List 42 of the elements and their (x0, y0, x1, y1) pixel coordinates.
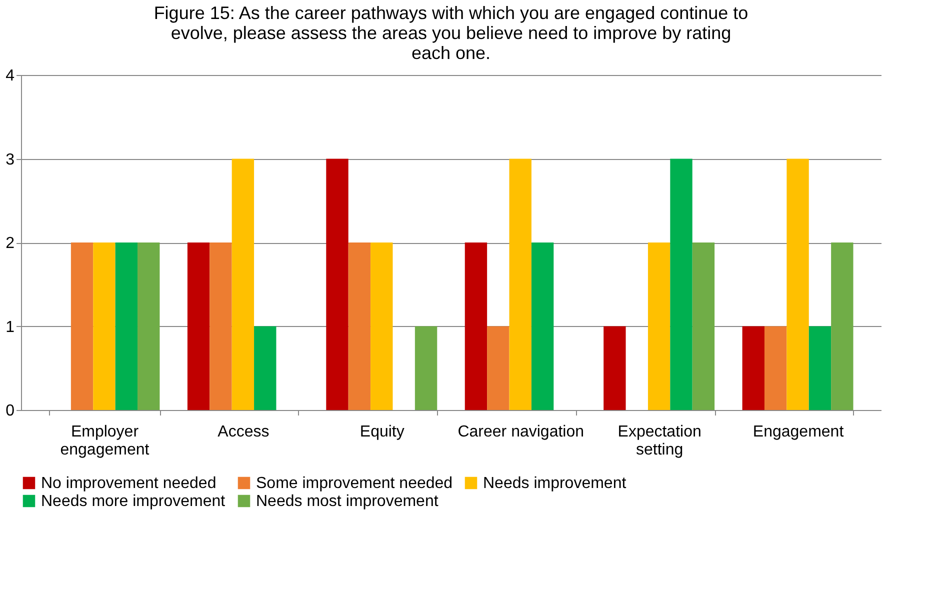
chart-title: Figure 15: As the career pathways with which you are engaged continue to evolve, please assess the areas you believe need to improve by rating each one. (154, 3, 748, 63)
bar (509, 158, 532, 410)
bar (414, 326, 438, 410)
legend-label: Some improvement needed (256, 475, 453, 492)
y-tick-label: 2 (6, 235, 15, 252)
x-tick-label: Employer engagement (60, 424, 150, 458)
bar (808, 326, 832, 410)
x-tick-label: Career navigation (458, 424, 584, 440)
bar (531, 242, 554, 410)
bar (786, 158, 809, 410)
bar (370, 242, 393, 410)
bar (670, 158, 692, 410)
y-tick-label: 0 (6, 402, 15, 420)
bar (487, 326, 510, 410)
legend-label: Needs more improvement (41, 493, 226, 510)
x-tick-label: Access (218, 424, 270, 440)
bar (232, 158, 254, 410)
bar (831, 242, 854, 410)
y-tick-label: 4 (6, 68, 15, 84)
bar (187, 242, 210, 410)
bar (348, 242, 371, 410)
bar (254, 326, 276, 410)
x-tick-label: Engagement (752, 424, 844, 440)
bar (464, 242, 488, 410)
y-tick-label: 3 (6, 151, 15, 168)
bar (764, 326, 787, 410)
y-tick-label: 1 (6, 318, 15, 336)
bar (692, 242, 715, 410)
bar (70, 242, 94, 410)
bar (742, 326, 764, 410)
bar (604, 326, 626, 410)
bar (210, 242, 232, 410)
legend-label: Needs improvement (483, 475, 627, 492)
legend-label: No improvement needed (41, 475, 216, 492)
legend-label: Needs most improvement (256, 493, 439, 510)
bar (138, 242, 160, 410)
bar (115, 242, 138, 410)
bar (648, 242, 670, 410)
bar (93, 242, 116, 410)
bar (326, 158, 348, 410)
x-tick-label: Expectation setting (618, 424, 702, 458)
x-tick-label: Equity (360, 424, 404, 440)
